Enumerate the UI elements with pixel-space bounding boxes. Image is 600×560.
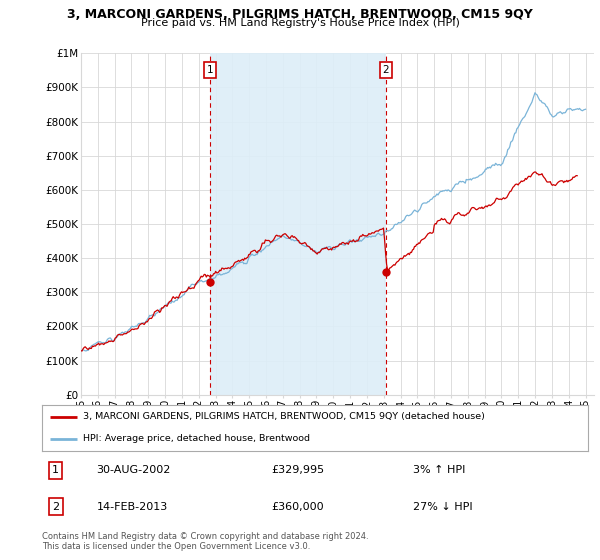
Text: £360,000: £360,000 [271,502,324,511]
Text: 14-FEB-2013: 14-FEB-2013 [97,502,168,511]
Text: 3, MARCONI GARDENS, PILGRIMS HATCH, BRENTWOOD, CM15 9QY (detached house): 3, MARCONI GARDENS, PILGRIMS HATCH, BREN… [83,412,485,421]
Text: 30-AUG-2002: 30-AUG-2002 [97,465,171,475]
Text: 3% ↑ HPI: 3% ↑ HPI [413,465,466,475]
Text: Price paid vs. HM Land Registry's House Price Index (HPI): Price paid vs. HM Land Registry's House … [140,18,460,28]
Text: 1: 1 [52,465,59,475]
Text: £329,995: £329,995 [271,465,325,475]
Text: 1: 1 [206,66,214,75]
Text: Contains HM Land Registry data © Crown copyright and database right 2024.
This d: Contains HM Land Registry data © Crown c… [42,532,368,552]
Text: 27% ↓ HPI: 27% ↓ HPI [413,502,473,511]
Text: 2: 2 [52,502,59,511]
Text: 3, MARCONI GARDENS, PILGRIMS HATCH, BRENTWOOD, CM15 9QY: 3, MARCONI GARDENS, PILGRIMS HATCH, BREN… [67,8,533,21]
Bar [210,53,386,395]
Text: HPI: Average price, detached house, Brentwood: HPI: Average price, detached house, Bren… [83,435,310,444]
Text: 2: 2 [382,66,389,75]
